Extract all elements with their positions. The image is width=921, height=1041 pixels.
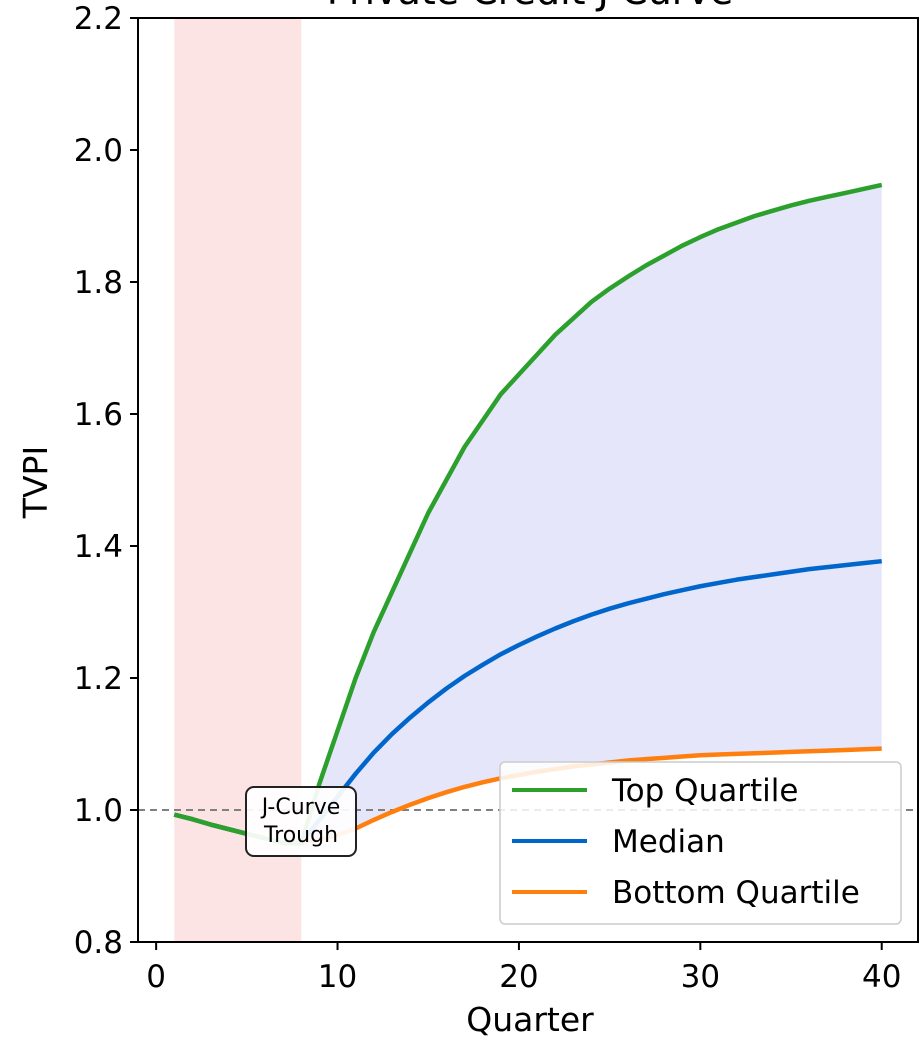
- legend-label-bottom-quartile: Bottom Quartile: [612, 875, 860, 911]
- legend-label-median: Median: [612, 824, 725, 860]
- y-tick-label: 1.6: [74, 397, 123, 433]
- legend-box: [499, 761, 902, 925]
- y-axis-label: TVPI: [16, 446, 55, 519]
- axes: [137, 17, 919, 943]
- y-tick-label: 1.8: [74, 265, 123, 301]
- annotation-box: [245, 786, 357, 857]
- y-tick-label: 1.4: [74, 529, 123, 565]
- chart-title: Private Credit J-Curve: [327, 0, 734, 13]
- y-axis-ticks: 0.8 1.0 1.2 1.4 1.6 1.8 2.0 2.2: [74, 1, 138, 961]
- legend-label-top-quartile: Top Quartile: [611, 773, 798, 809]
- x-axis-label: Quarter: [466, 1000, 594, 1039]
- fill-between-area: [174, 184, 882, 844]
- annotation-line-1: J-Curve: [260, 795, 341, 820]
- y-tick-label: 1.0: [74, 793, 123, 829]
- x-tick-label: 20: [499, 959, 538, 995]
- legend: Top Quartile Median Bottom Quartile: [499, 761, 902, 925]
- axes-frame: [137, 17, 919, 943]
- x-tick-label: 40: [862, 959, 901, 995]
- y-tick-label: 2.0: [74, 133, 123, 169]
- x-tick-label: 0: [146, 959, 166, 995]
- annotation-line-2: Trough: [263, 823, 338, 848]
- y-tick-label: 1.2: [74, 661, 123, 697]
- quartile-range-fill: [174, 184, 882, 844]
- x-tick-label: 30: [681, 959, 720, 995]
- y-tick-label: 2.2: [74, 1, 123, 37]
- j-curve-trough-annotation: J-Curve Trough: [245, 786, 357, 857]
- y-tick-label: 0.8: [74, 925, 123, 961]
- x-axis-ticks: 0 10 20 30 40: [146, 942, 901, 995]
- x-tick-label: 10: [318, 959, 357, 995]
